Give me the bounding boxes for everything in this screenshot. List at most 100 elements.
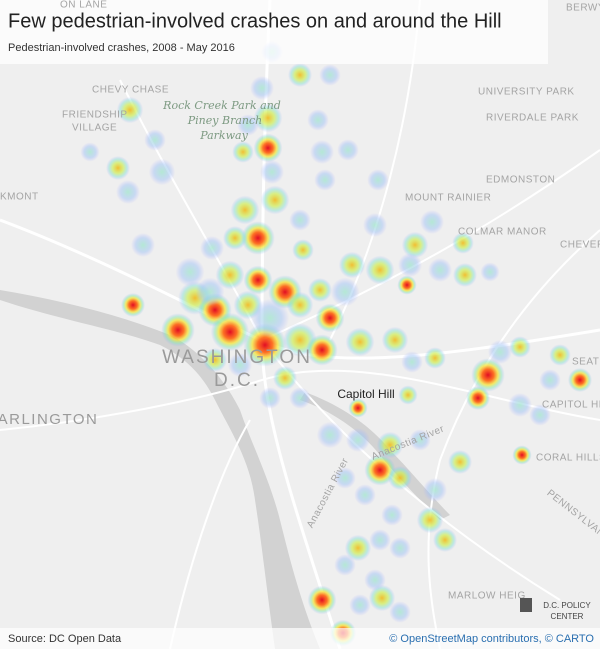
heat-blob — [273, 366, 297, 390]
place-label: UNIVERSITY PARK — [478, 87, 575, 98]
heat-blob — [334, 554, 356, 576]
place-label: FRIENDSHIP — [62, 110, 128, 121]
heat-blob — [348, 398, 368, 418]
heat-blob — [144, 129, 166, 151]
heat-blob — [223, 226, 247, 250]
heat-blob — [512, 445, 532, 465]
place-label: KMONT — [0, 192, 39, 203]
place-label: VILLAGE — [72, 123, 117, 134]
heat-blob — [354, 484, 376, 506]
heat-blob — [131, 233, 155, 257]
heat-blob — [529, 404, 551, 426]
heat-blob — [330, 277, 360, 307]
heat-blob — [175, 257, 205, 287]
heat-blob — [471, 358, 505, 392]
place-label: CHEVER — [560, 240, 600, 251]
heat-blob — [260, 160, 284, 184]
heat-blob — [416, 506, 444, 534]
heat-blob — [389, 601, 411, 623]
heat-blob — [215, 260, 245, 290]
heat-blob — [368, 584, 396, 612]
park-label: Parkway — [199, 129, 248, 142]
city-label: WASHINGTON — [162, 347, 312, 368]
heat-blob — [363, 213, 387, 237]
heat-blob — [250, 298, 290, 338]
heat-blob — [337, 139, 359, 161]
heat-blob — [319, 64, 341, 86]
heat-blob — [243, 265, 273, 295]
place-label: MARLOW HEIG — [448, 591, 526, 602]
heat-blob — [509, 336, 531, 358]
logo-text: CENTER — [551, 612, 584, 621]
heat-blob — [106, 156, 130, 180]
heat-blob — [315, 303, 345, 333]
heat-blob — [232, 141, 254, 163]
heat-blob — [401, 231, 429, 259]
heat-blob — [369, 529, 391, 551]
place-label: COLMAR MANOR — [458, 227, 547, 238]
heat-blob — [250, 76, 274, 100]
heat-blob — [376, 431, 404, 459]
heat-blob — [409, 429, 431, 451]
heat-blob — [433, 528, 457, 552]
heat-blob — [228, 353, 252, 377]
heatmap — [80, 41, 592, 647]
heat-blob — [334, 467, 356, 489]
heat-blob — [338, 251, 366, 279]
heat-blob — [307, 585, 337, 615]
heat-blob — [200, 236, 224, 260]
heat-blob — [508, 393, 532, 417]
place-label: CORAL HILLS — [536, 453, 600, 464]
place-label: CHEVY CHASE — [92, 85, 169, 96]
heat-blob — [210, 312, 250, 352]
heat-blob — [314, 169, 336, 191]
heat-blob — [349, 594, 371, 616]
heat-blob — [453, 263, 477, 287]
heat-blob — [452, 232, 474, 254]
heat-blob — [203, 348, 227, 372]
park-label: Rock Creek Park and — [162, 99, 281, 112]
heat-blob — [116, 96, 144, 124]
place-label: Capitol Hill — [337, 387, 394, 401]
heat-blob — [466, 386, 490, 410]
heat-blob — [148, 158, 176, 186]
heat-blob — [346, 428, 370, 452]
heat-blob — [241, 221, 275, 255]
heat-blob — [80, 142, 100, 162]
heat-blob — [389, 537, 411, 559]
source: Source: DC Open Data — [8, 633, 122, 645]
heat-blob — [230, 195, 260, 225]
heat-blob — [549, 344, 571, 366]
heat-blob — [568, 368, 592, 392]
heat-blob — [288, 63, 312, 87]
heat-blob — [488, 340, 512, 364]
heat-blob — [116, 180, 140, 204]
heat-blob — [286, 291, 314, 319]
place-label: MOUNT RAINIER — [405, 193, 491, 204]
heat-blob — [289, 209, 311, 231]
heat-blob — [401, 351, 423, 373]
city-label: ARLINGTON — [0, 411, 98, 428]
attribution[interactable]: © OpenStreetMap contributors, © CARTO — [389, 633, 594, 645]
place-label: RIVERDALE PARK — [486, 113, 579, 124]
heat-blob — [345, 327, 375, 357]
heat-blob — [260, 185, 290, 215]
heat-blob — [364, 454, 396, 486]
subtitle: Pedestrian-involved crashes, 2008 - May … — [8, 42, 235, 54]
heat-blob — [480, 262, 500, 282]
heat-blob — [344, 534, 372, 562]
logo-text: D.C. POLICY — [543, 601, 591, 610]
heat-blob — [195, 277, 225, 307]
heat-blob — [388, 466, 412, 490]
heat-blob — [289, 387, 311, 409]
title-box — [0, 0, 548, 64]
heat-blob — [237, 114, 259, 136]
heat-blob — [420, 210, 444, 234]
place-label: EDMONSTON — [486, 175, 555, 186]
heat-blob — [381, 504, 403, 526]
heat-blob — [398, 385, 418, 405]
water — [0, 290, 450, 649]
place-label: SEAT — [572, 357, 599, 368]
park-label: Piney Branch — [187, 114, 262, 127]
